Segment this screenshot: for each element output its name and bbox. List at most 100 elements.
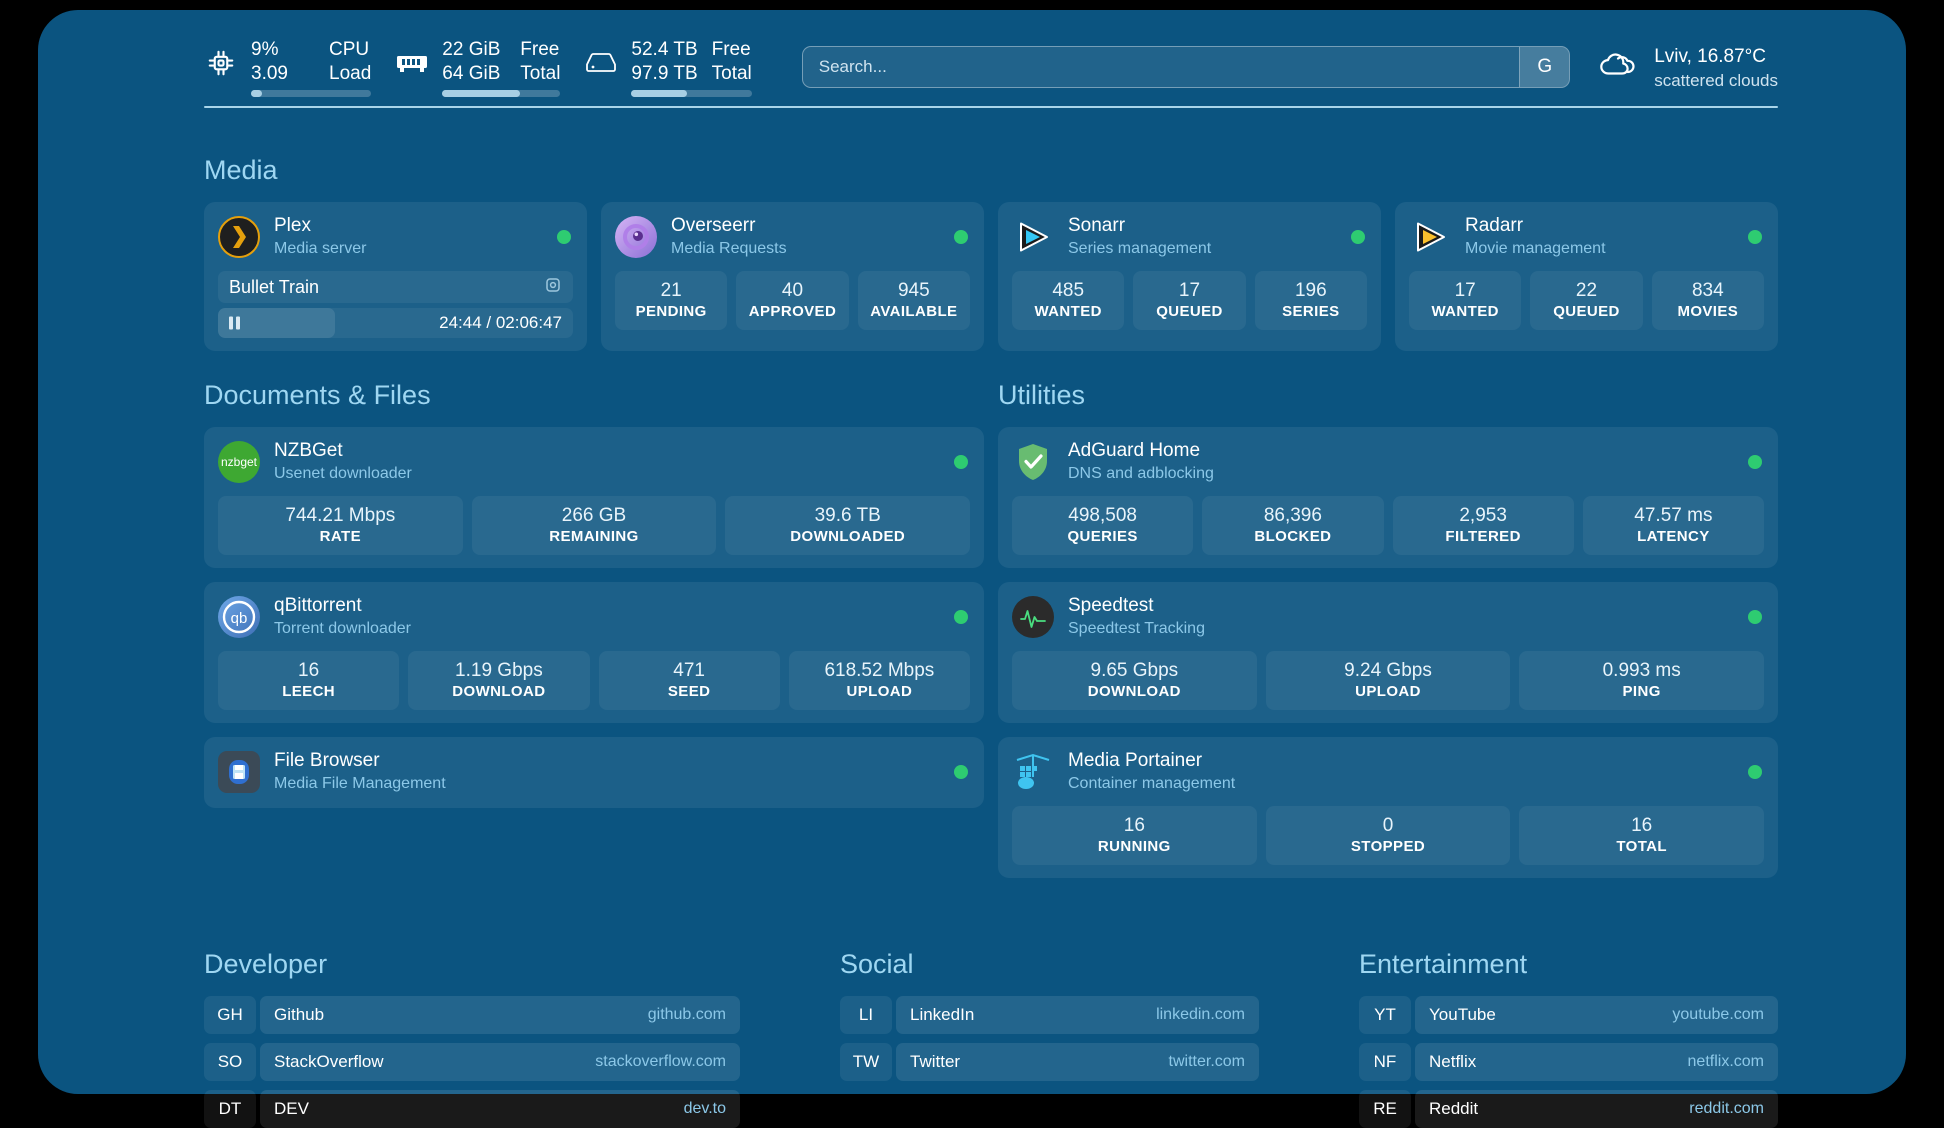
stat-tile-label: WANTED	[1034, 303, 1102, 320]
utilities-section: Utilities AdGuard Home DNS and adblocking…	[998, 379, 1778, 878]
section-title-documents: Documents & Files	[204, 380, 431, 410]
stat-tile-label: QUERIES	[1067, 528, 1138, 545]
bookmark-row[interactable]: DT DEV dev.to	[204, 1090, 740, 1128]
app-card-file-browser[interactable]: File Browser Media File Management	[204, 737, 984, 808]
app-card-sonarr[interactable]: Sonarr Series management 485 WANTED 17 QUEUED…	[998, 202, 1381, 351]
stat-tile-value: 498,508	[1068, 505, 1137, 526]
bookmark-group-social: Social LI LinkedIn linkedin.com TW Twitter twi…	[840, 948, 1259, 1128]
search-box[interactable]: G	[801, 46, 1571, 88]
stat-label-top: Free	[520, 39, 560, 60]
bookmark-name: LinkedIn	[910, 1005, 975, 1024]
bookmark-link[interactable]: Github github.com	[260, 996, 740, 1034]
stat-value-bottom: 97.9 TB	[631, 63, 698, 84]
playback-progress[interactable]: 24:44 / 02:06:47	[218, 308, 573, 338]
bookmark-name: DEV	[274, 1099, 309, 1118]
stat-tile-value: 21	[660, 280, 682, 301]
app-name: Radarr	[1465, 215, 1524, 236]
weather-location-temp: Lviv, 16.87°C	[1654, 46, 1767, 67]
app-card-overseerr[interactable]: Overseerr Media Requests 21 PENDING 40 APPROV…	[601, 202, 984, 351]
app-name: Plex	[274, 215, 311, 236]
stat-tiles: 17 WANTED 22 QUEUED 834 MOVIES	[1409, 271, 1764, 330]
svg-text:qb: qb	[231, 610, 248, 627]
app-card-speedtest[interactable]: Speedtest Speedtest Tracking 9.65 Gbps DOWN…	[998, 582, 1778, 723]
stat-tile: 196 SERIES	[1254, 271, 1367, 330]
stat-tile-label: PING	[1622, 683, 1661, 700]
stat-label-bottom: Total	[520, 63, 561, 84]
app-subtitle: Media File Management	[274, 775, 446, 792]
stat-value-top: 22 GiB	[442, 39, 501, 60]
dashboard-header: 9% 3.09 CPU Load 22 GiB 64 GiB Free Total 52.4 T…	[166, 10, 1778, 97]
now-playing-row: Bullet Train	[218, 271, 573, 303]
app-card-radarr[interactable]: Radarr Movie management 17 WANTED 22 QUEUED 83…	[1395, 202, 1778, 351]
weather-widget[interactable]: Lviv, 16.87°C scattered clouds	[1570, 38, 1778, 91]
app-card-nzbget[interactable]: nzbget NZBGet Usenet downloader 744.21 Mbps…	[204, 427, 984, 568]
stat-tile: 0.993 ms PING	[1519, 651, 1765, 710]
radarr-icon	[1409, 216, 1451, 258]
docker-portainer-icon	[1012, 751, 1054, 793]
stat-tile: 40 APPROVED	[736, 271, 849, 330]
stat-tiles: 16 LEECH 1.19 Gbps DOWNLOAD 471 SEED 618.52 Mb…	[218, 651, 970, 710]
bookmark-link[interactable]: Netflix netflix.com	[1415, 1043, 1778, 1081]
stat-tile-value: 266 GB	[561, 505, 627, 526]
overseerr-icon	[615, 216, 657, 258]
app-card-qbittorrent[interactable]: qb qBittorrent Torrent downloader 16 LEECH 1.…	[204, 582, 984, 723]
status-indicator	[954, 230, 968, 244]
stat-tile: 16 LEECH	[218, 651, 400, 710]
gear-icon[interactable]	[544, 276, 562, 299]
cloud-icon	[1596, 50, 1638, 87]
bookmark-link[interactable]: YouTube youtube.com	[1415, 996, 1778, 1034]
app-name: Overseerr	[671, 215, 756, 236]
bookmark-row[interactable]: LI LinkedIn linkedin.com	[840, 996, 1259, 1034]
app-name: File Browser	[274, 750, 380, 771]
bookmark-row[interactable]: SO StackOverflow stackoverflow.com	[204, 1043, 740, 1081]
nzbget-icon: nzbget	[218, 441, 260, 483]
stat-progress-bar	[251, 90, 372, 97]
stat-tile: 9.24 Gbps UPLOAD	[1265, 651, 1511, 710]
search-input[interactable]	[802, 47, 1520, 87]
bookmark-url: dev.to	[683, 1100, 726, 1117]
stat-tiles: 485 WANTED 17 QUEUED 196 SERIES	[1012, 271, 1367, 330]
bookmark-link[interactable]: LinkedIn linkedin.com	[896, 996, 1259, 1034]
bookmark-row[interactable]: TW Twitter twitter.com	[840, 1043, 1259, 1081]
bookmark-link[interactable]: Reddit reddit.com	[1415, 1090, 1778, 1128]
bookmark-groups: Developer GH Github github.com SO StackOverfl…	[204, 948, 1778, 1128]
bookmark-row[interactable]: NF Netflix netflix.com	[1359, 1043, 1778, 1081]
bookmark-badge: DT	[204, 1090, 256, 1128]
bookmark-link[interactable]: Twitter twitter.com	[896, 1043, 1259, 1081]
system-stats: 9% 3.09 CPU Load 22 GiB 64 GiB Free Total 52.4 T…	[166, 38, 776, 97]
bookmark-name: StackOverflow	[274, 1052, 384, 1071]
app-card-adguard-home[interactable]: AdGuard Home DNS and adblocking 498,508 QUE…	[998, 427, 1778, 568]
stat-tile-value: 196	[1294, 280, 1327, 301]
stat-tile-label: SERIES	[1282, 303, 1340, 320]
media-card-grid: Plex Media server Bullet Train 24:44 / 02:0…	[204, 202, 1778, 351]
stat-tiles: 21 PENDING 40 APPROVED 945 AVAILABLE	[615, 271, 970, 330]
weather-description: scattered clouds	[1654, 71, 1778, 90]
playback-time: 24:44 / 02:06:47	[439, 313, 562, 332]
stat-value-bottom: 64 GiB	[442, 63, 501, 84]
app-card-media-portainer[interactable]: Media Portainer Container management 16 RUN…	[998, 737, 1778, 878]
stat-tiles: 16 RUNNING 0 STOPPED 16 TOTAL	[1012, 806, 1765, 865]
bookmark-link[interactable]: StackOverflow stackoverflow.com	[260, 1043, 740, 1081]
bookmark-group-title: Entertainment	[1359, 949, 1528, 979]
stat-tile: 0 STOPPED	[1265, 806, 1511, 865]
google-search-icon[interactable]: G	[1519, 47, 1570, 87]
bookmark-row[interactable]: RE Reddit reddit.com	[1359, 1090, 1778, 1128]
bookmark-name: YouTube	[1429, 1005, 1496, 1024]
bookmark-link[interactable]: DEV dev.to	[260, 1090, 740, 1128]
pause-icon[interactable]	[229, 316, 240, 330]
app-card-plex[interactable]: Plex Media server Bullet Train 24:44 / 02:0…	[204, 202, 587, 351]
stat-tile: 834 MOVIES	[1651, 271, 1764, 330]
bookmark-name: Twitter	[910, 1052, 961, 1071]
bookmark-row[interactable]: GH Github github.com	[204, 996, 740, 1034]
bookmark-row[interactable]: YT YouTube youtube.com	[1359, 996, 1778, 1034]
header-divider	[204, 106, 1778, 108]
stat-tile: 1.19 Gbps DOWNLOAD	[408, 651, 590, 710]
stat-tile-value: 40	[781, 280, 804, 301]
stat-tile-label: UPLOAD	[846, 683, 913, 700]
stat-tile-label: WANTED	[1431, 303, 1499, 320]
utilities-card-stack: AdGuard Home DNS and adblocking 498,508 QUE…	[998, 427, 1778, 878]
stat-hard-disk: 52.4 TB 97.9 TB Free Total	[584, 38, 775, 97]
status-indicator	[1748, 765, 1762, 779]
stat-tile-label: STOPPED	[1350, 838, 1426, 855]
bookmark-group-title: Social	[840, 949, 914, 979]
